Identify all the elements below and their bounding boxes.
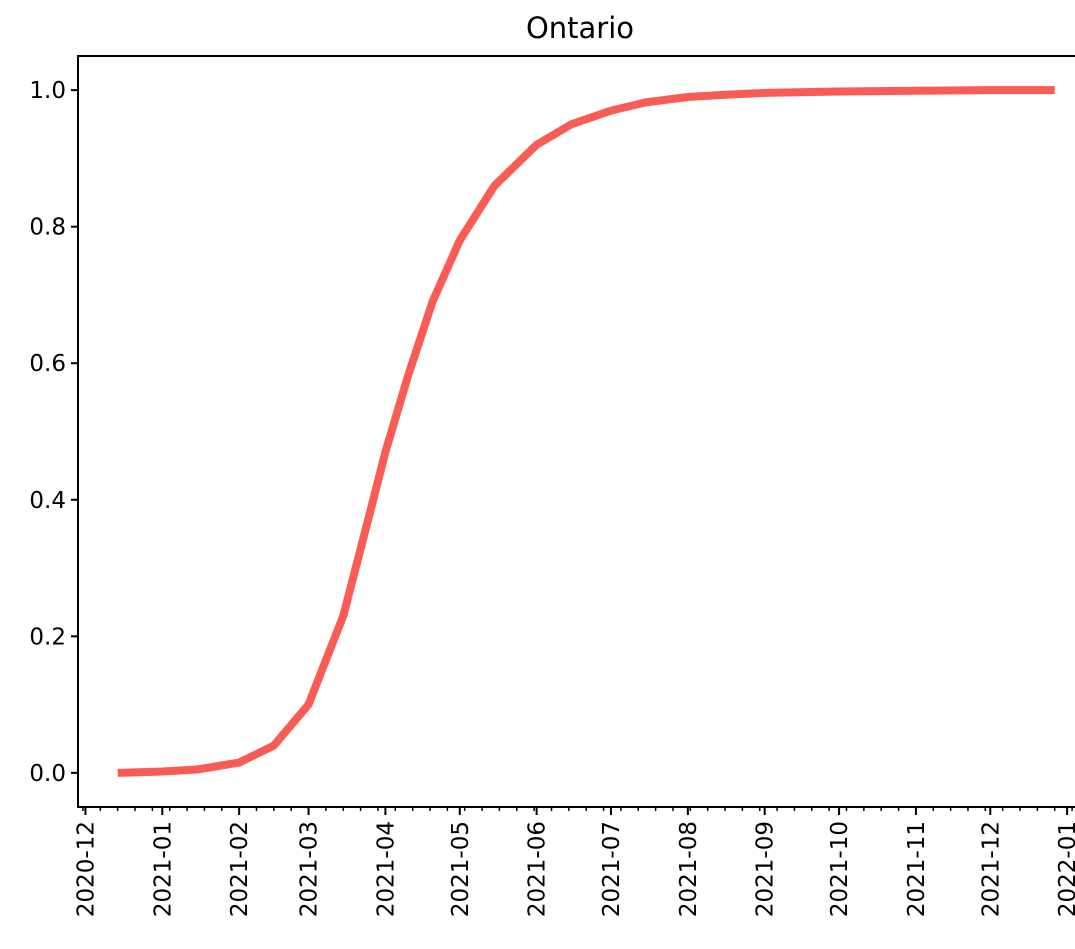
series-line-0 <box>117 86 1055 777</box>
x-tick-label: 2021-12 <box>978 821 1004 917</box>
x-tick-label: 2021-06 <box>525 821 551 917</box>
x-tick-label: 2021-10 <box>827 821 853 917</box>
x-tick-label: 2022-01 <box>1055 821 1075 917</box>
x-tick-label: 2021-05 <box>448 821 474 917</box>
x-tick-label: 2021-01 <box>150 821 176 917</box>
y-tick-label: 0.0 <box>29 761 66 787</box>
x-tick-label: 2021-02 <box>227 821 253 917</box>
plot-frame <box>77 55 1075 808</box>
y-tick-label: 0.6 <box>29 351 66 377</box>
x-tick-label: 2021-08 <box>676 821 702 917</box>
x-tick-label: 2021-03 <box>297 821 323 917</box>
x-tick-label: 2021-09 <box>753 821 779 917</box>
x-tick-label: 2021-07 <box>599 821 625 917</box>
chart-title: Ontario <box>526 11 634 45</box>
y-tick-label: 0.4 <box>29 488 66 514</box>
x-tick-label: 2020-12 <box>73 821 99 917</box>
y-tick-label: 0.2 <box>29 624 66 650</box>
x-tick-label: 2021-04 <box>373 821 399 917</box>
y-tick-label: 0.8 <box>29 215 66 241</box>
x-tick-label: 2021-11 <box>904 821 930 917</box>
y-tick-label: 1.0 <box>29 78 66 104</box>
